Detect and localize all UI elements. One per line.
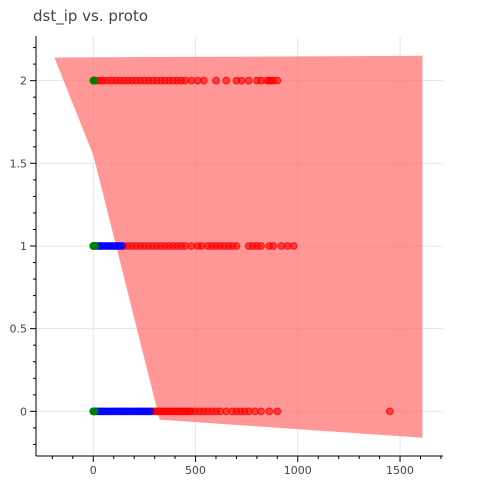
data-point xyxy=(90,76,99,85)
y-tick-label: 1 xyxy=(20,240,27,253)
data-point xyxy=(269,76,278,85)
y-tick-label: 2 xyxy=(20,75,27,88)
data-point xyxy=(244,76,253,85)
data-point xyxy=(269,242,278,250)
points-layer xyxy=(89,76,394,416)
x-tick-label: 1000 xyxy=(284,464,312,477)
data-point xyxy=(90,407,99,416)
data-point xyxy=(237,76,246,85)
y-tick-label: 0.5 xyxy=(10,323,28,336)
data-point xyxy=(265,407,274,416)
axes: 0 0.5 1 1.5 2 0 500 1000 1500 xyxy=(10,36,443,477)
y-tick-label: 1.5 xyxy=(10,157,28,170)
data-point xyxy=(273,407,282,416)
data-point xyxy=(289,242,298,250)
chart-title: dst_ip vs. proto xyxy=(33,7,148,25)
y-tick-label: 0 xyxy=(20,405,27,418)
data-point xyxy=(232,242,241,250)
data-point xyxy=(118,242,126,250)
x-tick-label: 1500 xyxy=(386,464,414,477)
data-point xyxy=(91,242,99,250)
data-point xyxy=(212,76,220,85)
x-tick-label: 0 xyxy=(90,464,97,477)
data-point xyxy=(199,76,208,85)
data-point xyxy=(257,407,265,416)
data-point xyxy=(257,242,265,250)
data-point xyxy=(222,76,231,85)
data-point xyxy=(385,407,394,416)
x-tick-label: 500 xyxy=(185,464,206,477)
data-point xyxy=(146,407,155,416)
